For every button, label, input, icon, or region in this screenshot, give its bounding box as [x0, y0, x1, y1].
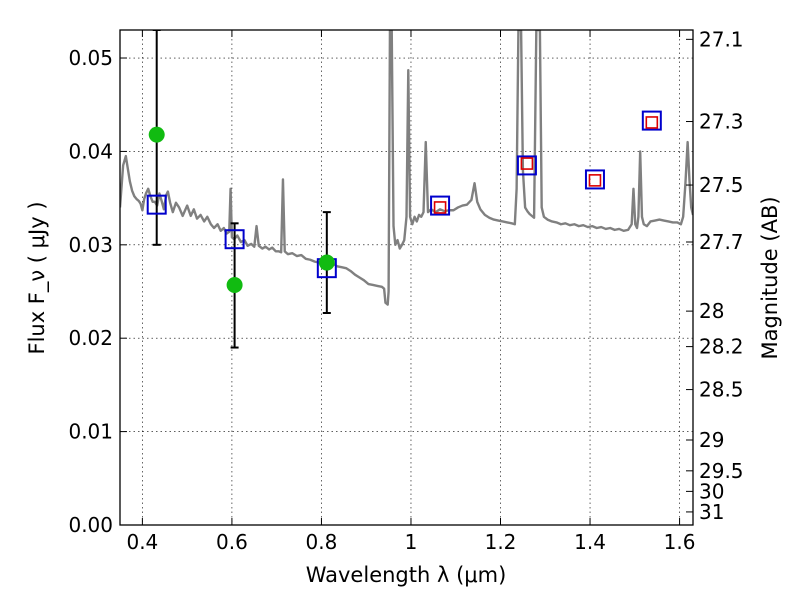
mag-tick-label: 27.1: [699, 27, 744, 51]
error-bars: [152, 30, 331, 349]
model-point-square: [516, 155, 537, 176]
model-point-square: [430, 195, 451, 216]
x-tick-label: 0.6: [216, 530, 248, 554]
observed-ir-square: [645, 116, 659, 129]
mag-tick-label: 29.5: [699, 459, 744, 483]
x-tick-label: 1: [405, 530, 418, 554]
mag-tick-label: 29: [699, 428, 724, 452]
observed-ir-square: [588, 174, 602, 187]
right-axis-title: Magnitude (AB): [758, 196, 782, 359]
plot-frame: [119, 29, 694, 526]
y-tick-label: 0.00: [68, 513, 113, 537]
x-tick-label: 1.6: [664, 530, 696, 554]
grid: [120, 30, 693, 526]
y-tick-label: 0.04: [68, 139, 113, 163]
observed-ir-square: [520, 157, 534, 170]
x-tick-label: 1.4: [574, 530, 606, 554]
y-axis-title: Flux F_ν ( μJy ): [25, 201, 50, 354]
x-tick-label: 0.8: [306, 530, 338, 554]
ticks: 0.4 0.6 0.8 1 1.2 1.4 1.6 0.00 0.01 0.02 0.03 0.04 0…: [68, 27, 743, 554]
y-tick-label: 0.03: [68, 233, 113, 257]
mag-tick-label: 27.5: [699, 173, 744, 197]
spectrum-layer: [120, 30, 693, 306]
y-tick-label: 0.01: [68, 420, 113, 444]
observed-ir-square: [433, 201, 447, 214]
x-tick-label: 1.2: [485, 530, 517, 554]
mag-tick-label: 31: [699, 500, 724, 524]
model-point-square: [584, 169, 605, 190]
x-tick-label: 0.4: [126, 530, 158, 554]
x-axis-title: Wavelength λ (μm): [306, 563, 507, 587]
mag-tick-label: 27.3: [699, 110, 744, 134]
model-point-square: [146, 194, 167, 215]
markers: [146, 110, 662, 293]
model-point-square: [224, 229, 245, 250]
mag-tick-label: 28.2: [699, 335, 744, 359]
observed-optical-point: [148, 126, 165, 143]
y-tick-label: 0.05: [68, 46, 113, 70]
mag-tick-label: 30: [699, 479, 724, 503]
spectrum-line: [120, 30, 693, 306]
observed-optical-point: [318, 254, 335, 271]
mag-tick-label: 27.7: [699, 230, 744, 254]
observed-optical-point: [226, 276, 243, 293]
y-tick-label: 0.02: [68, 326, 113, 350]
mag-tick-label: 28.5: [699, 378, 744, 402]
mag-tick-label: 28: [699, 299, 724, 323]
model-point-square: [641, 110, 662, 131]
